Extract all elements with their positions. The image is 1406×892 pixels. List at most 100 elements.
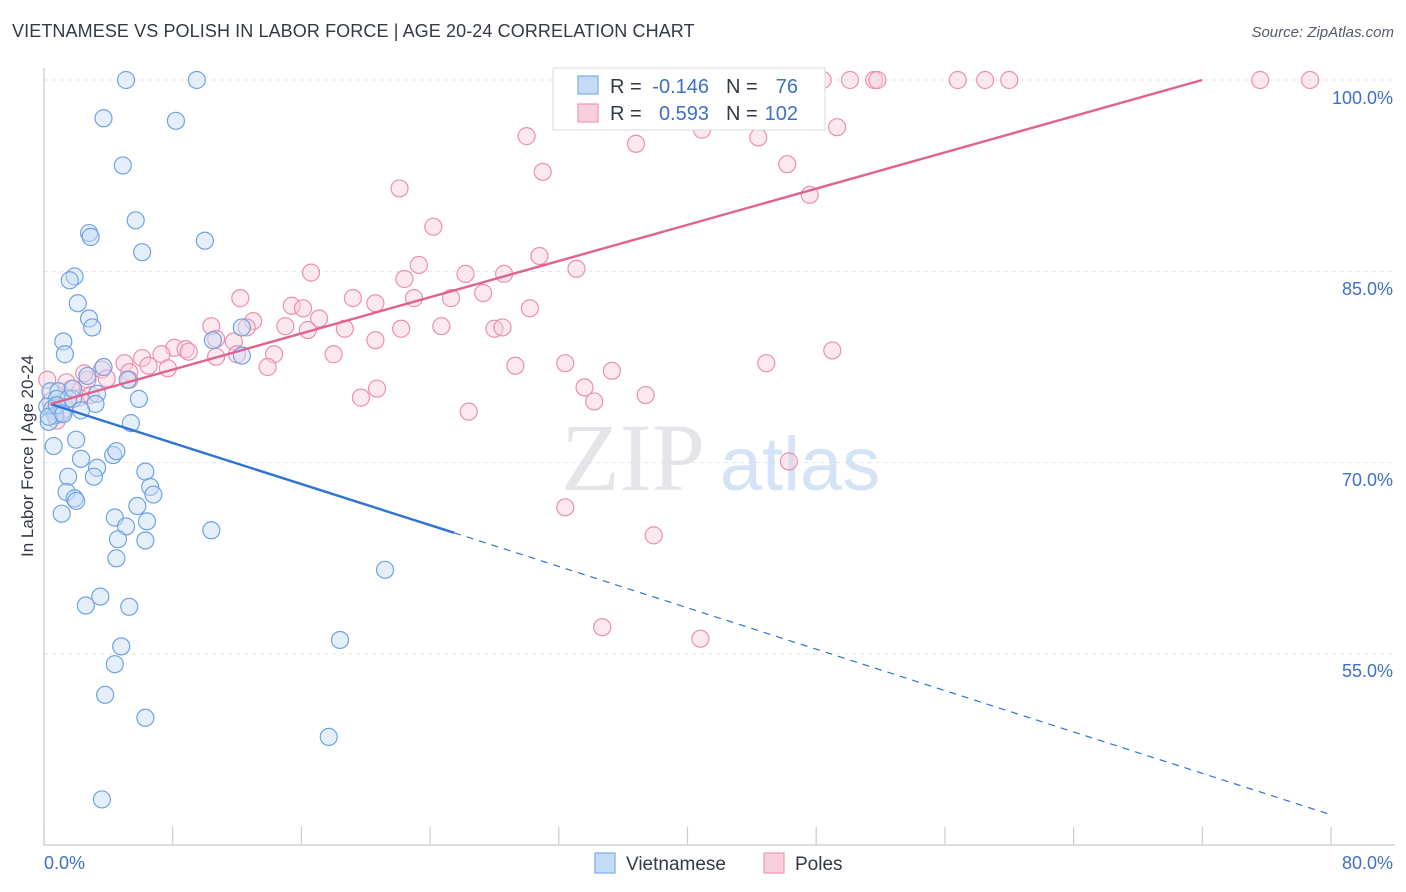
y-tick-label-55: 55.0%	[1342, 661, 1393, 681]
point-vietnamese-39	[107, 442, 126, 461]
point-vietnamese-16	[203, 331, 223, 350]
point-vietnamese-62	[120, 597, 139, 616]
point-poles-85	[585, 392, 604, 411]
point-vietnamese-20	[94, 357, 113, 377]
point-vietnamese-67	[136, 708, 155, 727]
source-label: Source: ZipAtlas.com	[1251, 24, 1394, 41]
point-poles-41	[309, 309, 329, 328]
point-poles-37	[343, 289, 362, 308]
trend-line-extension-vietnamese	[454, 532, 1332, 816]
point-poles-81	[575, 378, 594, 397]
point-vietnamese-56	[108, 530, 128, 549]
point-vietnamese-66	[96, 685, 115, 704]
legend-n-value-vietnamese: 76	[776, 76, 798, 98]
point-vietnamese-50	[128, 496, 147, 516]
point-vietnamese-49	[67, 491, 86, 511]
point-vietnamese-14	[83, 318, 102, 337]
y-tick-label-85: 85.0%	[1342, 279, 1393, 299]
trend-lines	[50, 78, 1332, 816]
legend-r-label-poles: R =	[610, 103, 642, 125]
point-vietnamese-12	[68, 294, 87, 313]
point-poles-56	[493, 318, 512, 337]
watermark-atlas: atlas	[720, 422, 881, 507]
y-tick-label-100: 100.0%	[1332, 88, 1393, 108]
point-vietnamese-57	[136, 531, 155, 550]
point-vietnamese-55	[202, 521, 221, 540]
point-vietnamese-65	[105, 655, 124, 674]
legend-swatch-vietnamese	[577, 75, 599, 95]
y-tick-label-70: 70.0%	[1342, 470, 1393, 490]
point-poles-53	[392, 319, 411, 338]
point-vietnamese-42	[136, 462, 155, 481]
bottom-legend-label-vietnamese: Vietnamese	[626, 854, 726, 875]
point-poles-30	[409, 255, 428, 275]
point-vietnamese-69	[92, 790, 112, 809]
point-vietnamese-3	[166, 111, 186, 130]
point-poles-87	[779, 452, 798, 471]
stats-legend: R = -0.146 N = 76 R = 0.593 N = 102	[552, 67, 826, 131]
point-vietnamese-5	[126, 211, 145, 230]
point-poles-29	[567, 259, 586, 278]
point-vietnamese-68	[319, 727, 338, 747]
point-poles-74	[757, 354, 776, 373]
point-poles-26	[390, 179, 409, 198]
point-poles-97	[38, 370, 57, 389]
point-poles-61	[179, 342, 198, 361]
point-poles-36	[282, 296, 301, 315]
point-vietnamese-64	[330, 630, 350, 650]
point-vietnamese-1	[187, 70, 206, 90]
series-legend: Vietnamese Poles	[594, 852, 843, 875]
point-poles-86	[459, 402, 478, 421]
point-poles-57	[366, 331, 385, 350]
legend-r-label-vietnamese: R =	[610, 76, 642, 98]
point-vietnamese-11	[60, 271, 79, 290]
point-vietnamese-28	[129, 389, 149, 408]
point-poles-59	[176, 340, 195, 359]
point-vietnamese-47	[144, 485, 163, 504]
point-poles-50	[237, 318, 256, 337]
point-poles-15	[1251, 70, 1270, 90]
legend-n-label-poles: N =	[726, 103, 758, 125]
point-vietnamese-54	[116, 517, 136, 536]
point-vietnamese-61	[76, 596, 95, 615]
point-vietnamese-23	[49, 382, 68, 401]
point-vietnamese-8	[195, 231, 214, 250]
point-poles-43	[293, 299, 313, 318]
point-poles-54	[432, 317, 451, 336]
point-poles-31	[395, 269, 414, 289]
x-tick-labels: 0.0% 80.0%	[44, 853, 1393, 873]
point-poles-72	[506, 356, 525, 375]
point-vietnamese-43	[59, 467, 78, 486]
point-vietnamese-53	[137, 512, 157, 531]
point-poles-19	[517, 127, 536, 146]
point-poles-35	[231, 289, 250, 308]
point-poles-27	[424, 217, 443, 236]
chart-title: VIETNAMESE VS POLISH IN LABOR FORCE | AG…	[12, 21, 695, 41]
point-poles-24	[533, 162, 552, 181]
point-vietnamese-7	[81, 227, 100, 246]
point-vietnamese-2	[94, 109, 113, 128]
y-tick-labels: 100.0% 85.0% 70.0% 55.0%	[1332, 88, 1393, 681]
point-poles-21	[749, 128, 768, 147]
x-tick-label-min: 0.0%	[44, 853, 85, 873]
point-vietnamese-63	[112, 637, 131, 656]
point-poles-44	[520, 299, 539, 318]
point-poles-40	[474, 283, 493, 303]
point-poles-9	[840, 70, 860, 90]
point-poles-14	[1000, 70, 1019, 90]
point-vietnamese-51	[52, 504, 71, 523]
x-tick-label-max: 80.0%	[1342, 853, 1393, 873]
bottom-legend-swatch-poles	[763, 852, 785, 874]
point-vietnamese-9	[133, 243, 152, 262]
trend-line-poles	[50, 78, 1203, 406]
point-vietnamese-58	[107, 549, 126, 568]
point-poles-33	[301, 263, 321, 282]
point-vietnamese-73	[63, 379, 83, 398]
point-poles-65	[324, 345, 343, 364]
point-vietnamese-34	[39, 412, 58, 431]
point-vietnamese-0	[116, 70, 136, 90]
point-poles-42	[366, 294, 385, 313]
point-poles-90	[593, 618, 612, 637]
point-poles-73	[556, 354, 575, 373]
